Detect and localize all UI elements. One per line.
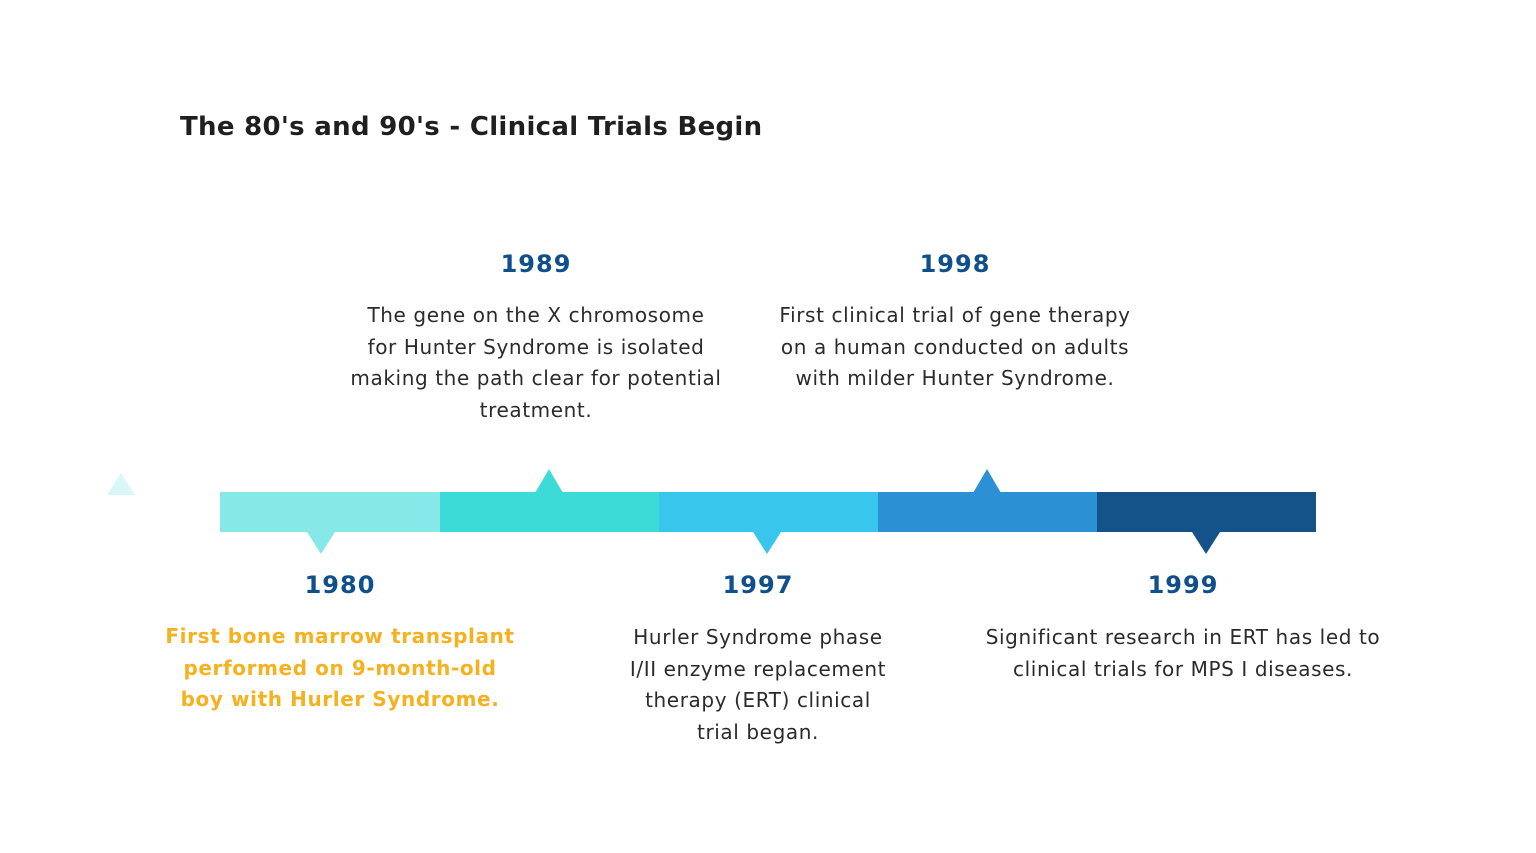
event-description: First bone marrow transplant performed o… (140, 621, 540, 716)
description-line: therapy (ERT) clinical (645, 688, 871, 712)
description-line: trial began. (697, 719, 819, 744)
event-description: Significant research in ERT has led to c… (963, 622, 1403, 685)
description-line: First bone marrow transplant (165, 624, 515, 648)
event-description: First clinical trial of gene therapy on … (745, 300, 1165, 395)
timeline-pointer-1997 (753, 532, 781, 554)
description-line: making the path clear for potential (350, 366, 722, 390)
description-line: on a human conducted on adults (780, 334, 1130, 359)
timeline-segment-1999 (1097, 492, 1316, 532)
event-year: 1989 (500, 250, 572, 278)
page-title: The 80's and 90's - Clinical Trials Begi… (180, 112, 763, 142)
description-line: The gene on the X chromosome (367, 303, 705, 327)
description-line: performed on 9-month-old (183, 655, 497, 680)
timeline-segment-1997 (659, 492, 878, 532)
timeline-pointer-1998 (973, 469, 1001, 493)
timeline-pointer-1999 (1192, 532, 1220, 554)
description-line: clinical trials for MPS I diseases. (1013, 656, 1353, 681)
description-line: Hurler Syndrome phase (633, 625, 883, 649)
description-line: with milder Hunter Syndrome. (795, 366, 1115, 390)
event-year: 1998 (919, 250, 991, 278)
decorative-triangle (107, 473, 135, 495)
event-year: 1997 (722, 571, 794, 599)
timeline-pointer-1980 (307, 532, 335, 554)
description-line: Significant research in ERT has led to (985, 625, 1381, 649)
event-year: 1980 (304, 571, 376, 599)
description-line: First clinical trial of gene therapy (779, 303, 1131, 327)
description-line: for Hunter Syndrome is isolated (367, 334, 705, 359)
timeline-segment-1989 (440, 492, 659, 532)
description-line: boy with Hurler Syndrome. (180, 687, 500, 711)
description-line: I/II enzyme replacement (629, 656, 887, 681)
timeline-segment-1980 (220, 492, 440, 532)
description-line: treatment. (479, 397, 593, 422)
event-description: Hurler Syndrome phase I/II enzyme replac… (578, 622, 938, 748)
timeline-segment-1998 (878, 492, 1097, 532)
event-year: 1999 (1147, 571, 1219, 599)
event-description: The gene on the X chromosome for Hunter … (326, 300, 746, 426)
timeline-pointer-1989 (535, 469, 563, 493)
